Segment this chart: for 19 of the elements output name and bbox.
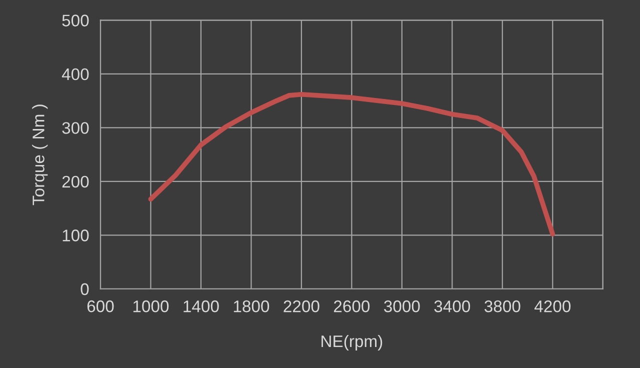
x-tick-label: 1400 <box>184 300 219 312</box>
x-tick-label: 3800 <box>484 300 520 312</box>
y-tick-label: 400 <box>62 68 89 80</box>
x-tick-label: 2200 <box>284 300 320 312</box>
y-tick-label: 300 <box>62 122 89 134</box>
x-tick-label: 3000 <box>384 300 420 312</box>
x-tick-label: 1800 <box>234 300 270 312</box>
x-tick-label: 1000 <box>133 300 169 312</box>
x-tick-label: 4200 <box>534 300 571 312</box>
x-tick-label: 3400 <box>434 300 470 312</box>
line-series <box>148 92 556 237</box>
x-tick-label: 600 <box>87 300 114 312</box>
x-axis-title: NE(rpm) <box>322 334 382 351</box>
x-tick-label: 2600 <box>334 300 370 312</box>
y-axis-title: Torque ( Nm ) <box>32 104 48 206</box>
y-tick-label: 0 <box>80 283 89 296</box>
y-tick-label: 200 <box>62 176 89 188</box>
y-tick-label: 500 <box>62 14 89 26</box>
y-tick-label: 100 <box>62 230 89 242</box>
